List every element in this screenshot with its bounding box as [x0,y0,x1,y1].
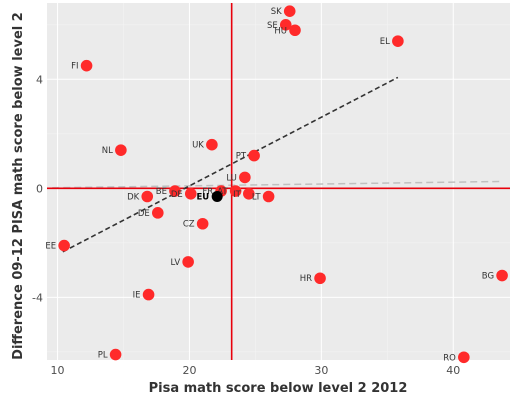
data-point [279,19,292,31]
data-point [80,59,93,72]
data-point [239,171,251,184]
x-tick-label: 20 [182,364,196,377]
point-label: LV [171,258,181,268]
data-point [196,217,209,230]
trend-line [62,76,399,253]
y-tick-label: 4 [36,73,43,86]
point-label: DE [138,209,150,219]
point-label: BE [156,187,167,197]
point-label: EU [196,192,209,202]
data-point [169,185,181,197]
point-label: DE [171,190,183,200]
data-point [458,351,470,364]
point-label: IE [133,291,141,301]
flat-fit-line [52,180,500,189]
data-point [496,269,508,282]
plot-panel [47,3,510,360]
data-point [142,288,155,301]
data-point [115,144,127,156]
data-point [206,138,218,151]
x-tick-label: 10 [51,364,65,377]
point-label: NL [102,146,113,156]
x-tick-label: 40 [446,364,460,377]
data-point [141,190,154,203]
data-point [182,256,194,268]
point-label: FR [202,187,213,197]
data-point [211,190,223,202]
point-label: IT [233,190,242,200]
data-point [229,185,242,197]
data-point [109,348,122,361]
data-point [243,187,255,200]
data-point [314,272,326,285]
x-axis-title: Pisa math score below level 2 2012 [149,381,408,396]
tick-labels: 10 20 30 40 -4 0 4 [32,73,460,377]
point-label: DK [127,192,140,202]
data-point [262,190,275,203]
point-label: SK [271,7,282,17]
point-label: RO [443,353,456,363]
point-label: UK [192,141,204,151]
point-label: FI [71,62,78,72]
point-label: EL [380,37,390,47]
data-point [58,239,70,252]
point-label: EE [45,242,56,252]
point-label: CZ [183,220,195,230]
point-label: AT [217,187,228,197]
point-label: BG [482,272,494,282]
data-point [283,5,296,17]
y-tick-label: -4 [32,291,43,304]
y-axis-title: Difference 09-12 PISA math score below l… [11,12,26,360]
point-label: LT [252,192,262,202]
point-label: HU [274,26,287,36]
point-label: PL [98,351,108,361]
data-point [184,187,197,200]
data-point [392,35,404,47]
y-tick-label: 0 [36,182,43,195]
data-point [289,24,301,37]
x-tick-label: 30 [314,364,328,377]
data-point [248,149,260,162]
data-point [152,207,164,219]
point-label: LU [226,173,237,183]
point-label: HR [300,274,312,284]
point-label: SE [267,21,278,31]
point-label: PT [236,152,247,162]
reference-lines [47,3,510,360]
